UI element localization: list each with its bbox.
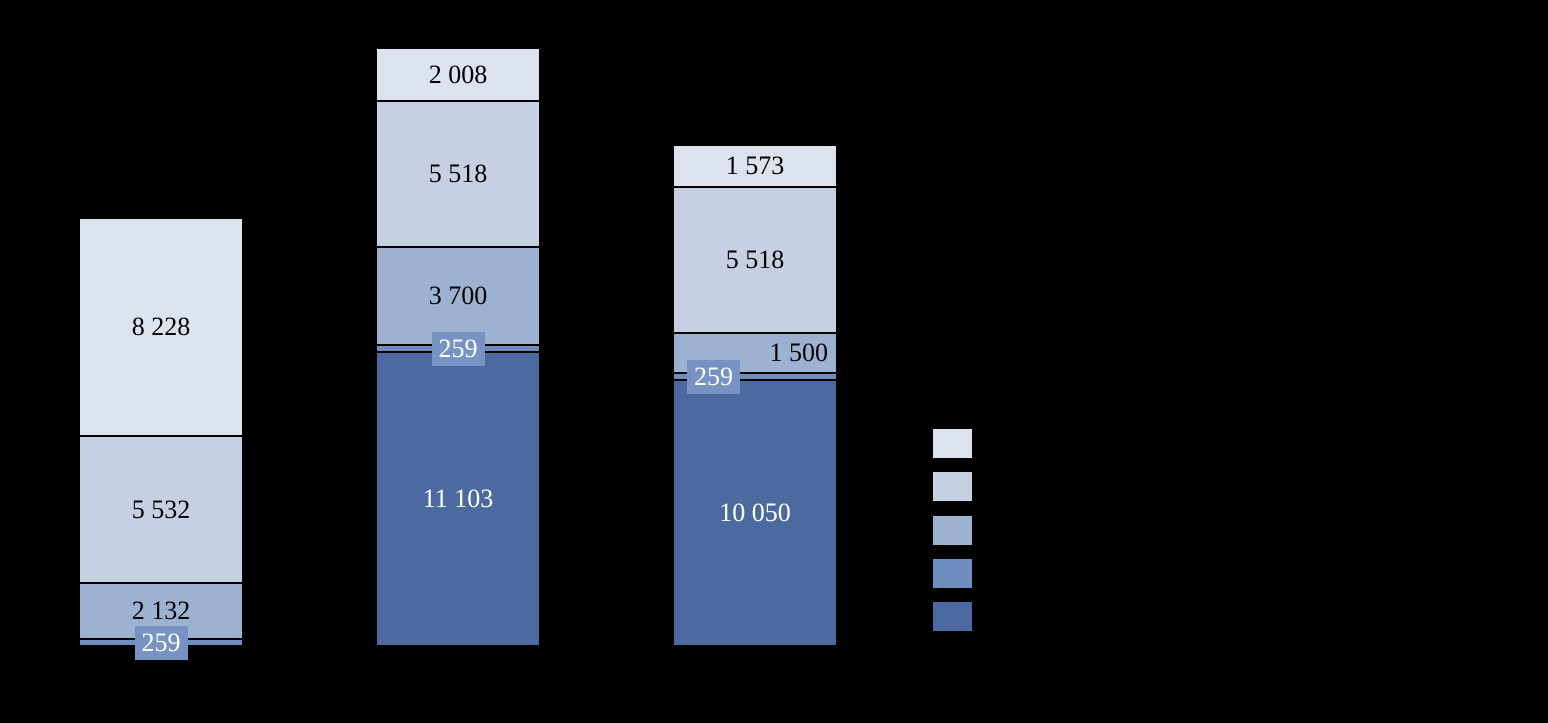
bar-3-segment-tier-4-medium-dark bbox=[673, 373, 837, 380]
bar-1-segment-tier-2-light: 5 532 bbox=[79, 436, 243, 583]
bar-3-data-label-tier-4-medium-dark: 259 bbox=[687, 359, 740, 394]
legend-swatch-tier-1-lightest bbox=[933, 429, 972, 458]
stacked-bar-3: 1 573 5 518 1 500 259 10 050 bbox=[673, 145, 837, 646]
bar-1-data-label-tier-1-lightest: 8 228 bbox=[131, 312, 191, 341]
bar-3-data-label-tier-2-light: 5 518 bbox=[725, 245, 785, 274]
bar-3-data-label-tier-3-medium: 1 500 bbox=[769, 338, 829, 367]
bar-2-segment-tier-5-dark: 11 103 bbox=[376, 352, 540, 646]
bar-1-data-label-tier-3-medium: 2 132 bbox=[131, 596, 191, 625]
stacked-bar-2: 2 008 5 518 3 700 259 11 103 bbox=[376, 48, 540, 646]
legend-swatch-tier-3-medium bbox=[933, 516, 972, 545]
bar-2-segment-tier-2-light: 5 518 bbox=[376, 101, 540, 247]
legend-swatch-tier-5-dark bbox=[933, 602, 972, 631]
bar-2-data-label-tier-1-lightest: 2 008 bbox=[428, 59, 488, 89]
legend-swatch-tier-4-medium-dark bbox=[933, 559, 972, 588]
bar-2-segment-tier-1-lightest: 2 008 bbox=[376, 48, 540, 101]
bar-1-data-label-tier-2-light: 5 532 bbox=[131, 494, 191, 524]
bar-2-segment-tier-3-medium: 3 700 bbox=[376, 247, 540, 345]
bar-2-data-label-tier-5-dark: 11 103 bbox=[422, 484, 494, 513]
bar-1-segment-tier-1-lightest: 8 228 bbox=[79, 218, 243, 436]
bar-2-data-label-tier-2-light: 5 518 bbox=[428, 159, 488, 188]
bar-3-segment-tier-2-light: 5 518 bbox=[673, 187, 837, 333]
bar-3-segment-tier-1-lightest: 1 573 bbox=[673, 145, 837, 187]
bar-2-data-label-tier-4-medium-dark: 259 bbox=[431, 331, 485, 366]
bar-3-data-label-tier-1-lightest: 1 573 bbox=[725, 151, 785, 180]
bar-2-data-label-tier-3-medium: 3 700 bbox=[428, 281, 488, 310]
bar-3-segment-tier-3-medium: 1 500 bbox=[673, 333, 837, 373]
bar-1-data-label-tier-4-medium-dark: 259 bbox=[134, 625, 188, 660]
bar-3-data-label-tier-5-dark: 10 050 bbox=[719, 498, 791, 527]
legend-swatch-tier-2-light bbox=[933, 472, 972, 501]
stacked-bar-1: 8 228 5 532 2 132 259 bbox=[79, 218, 243, 660]
bar-3-segment-tier-5-dark: 10 050 bbox=[673, 380, 837, 646]
